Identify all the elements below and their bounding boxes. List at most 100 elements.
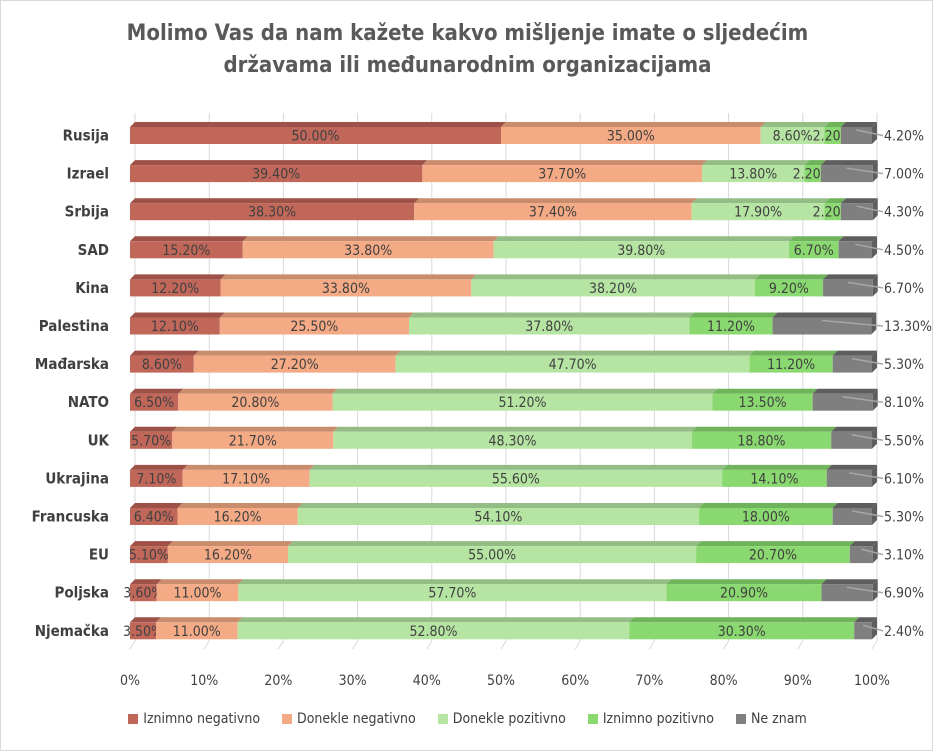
- bar-segment-top: [130, 426, 178, 432]
- data-label: 13.30%: [884, 319, 932, 335]
- data-label: 33.80%: [344, 243, 392, 259]
- bar-segment-side: [872, 198, 878, 221]
- data-label: 16.20%: [214, 510, 262, 526]
- bar-segment-top: [156, 579, 244, 585]
- bar-segment-top: [182, 464, 315, 470]
- bar-segment-side: [871, 312, 877, 335]
- bar-segment: [156, 584, 239, 602]
- category-label: NATO: [68, 393, 109, 411]
- leader-line: [861, 548, 884, 556]
- bar-segment: [691, 431, 832, 449]
- data-label: 51.20%: [499, 395, 547, 411]
- data-label: 8.10%: [884, 395, 924, 411]
- leader-line: [856, 129, 884, 137]
- leader-line: [856, 205, 884, 213]
- bar-segment-side: [872, 388, 878, 411]
- bar-segment-top: [130, 122, 506, 127]
- bar-segment: [333, 431, 692, 449]
- bar-segment: [493, 241, 789, 259]
- data-label: 11.20%: [707, 319, 755, 335]
- data-label: 20.80%: [231, 395, 279, 411]
- bar-segment: [824, 203, 841, 221]
- data-label: 13.50%: [739, 395, 787, 411]
- bar-segment-top: [840, 122, 877, 127]
- bar-segment-top: [130, 350, 199, 356]
- data-label: 5.70%: [131, 433, 171, 449]
- bar-segment: [155, 622, 238, 640]
- bar-segment-side: [872, 350, 877, 373]
- gridline-floor: [277, 640, 284, 650]
- category-label: Ukrajina: [45, 469, 109, 487]
- category-label: Kina: [75, 279, 109, 297]
- data-label: 27.20%: [271, 357, 319, 373]
- data-label: 6.70%: [794, 243, 834, 259]
- bar-segment: [854, 622, 872, 640]
- bar-segment: [130, 546, 168, 564]
- data-label: 54.10%: [474, 510, 522, 526]
- bar-segment: [178, 393, 333, 411]
- legend-item: Iznimno negativno: [128, 711, 260, 727]
- leader-line: [821, 319, 884, 327]
- legend-label: Ne znam: [750, 711, 807, 727]
- leader-line: [847, 586, 884, 594]
- gridline-floor: [574, 640, 581, 650]
- bar-segment: [242, 241, 494, 259]
- bar-segment-top: [178, 388, 338, 394]
- bar-segment-side: [872, 236, 877, 259]
- data-label: 6.40%: [134, 510, 174, 526]
- data-label: 35.00%: [607, 129, 655, 145]
- data-label: 17.90%: [734, 205, 782, 221]
- bar-segment: [130, 431, 173, 449]
- bar-segment-top: [831, 426, 877, 432]
- bar-segment-top: [471, 274, 760, 280]
- bar-segment: [130, 127, 501, 144]
- data-label: 6.50%: [134, 395, 174, 411]
- gridline-floor: [426, 640, 433, 650]
- bar-segment-top: [854, 617, 877, 623]
- bar-segment-top: [826, 464, 877, 470]
- bar-segment: [699, 508, 833, 525]
- bar-segment: [823, 279, 873, 297]
- bar-segment-top: [238, 579, 672, 585]
- data-label: 8.60%: [142, 357, 182, 373]
- bar-segment-top: [832, 503, 877, 508]
- data-label: 17.10%: [222, 471, 270, 487]
- bar-segment: [722, 469, 827, 487]
- bar-segment: [471, 279, 755, 297]
- leader-line: [855, 243, 884, 251]
- data-label: 57.70%: [428, 586, 476, 602]
- bar-segment: [501, 127, 761, 144]
- legend-item: Iznimno pozitivno: [587, 711, 714, 727]
- gridline-floor: [500, 640, 507, 650]
- bar-segment: [849, 546, 873, 564]
- bar-segment: [824, 127, 841, 144]
- data-label: 2.40%: [884, 624, 924, 640]
- bar-segment: [840, 127, 872, 144]
- bar-segment: [238, 584, 667, 602]
- bar-segment-top: [130, 160, 428, 166]
- bar-segment-top: [824, 198, 846, 204]
- category-label: Palestina: [39, 317, 109, 335]
- bar-segment-top: [414, 198, 697, 204]
- data-label: 13.80%: [729, 167, 777, 183]
- bar-segment-top: [689, 312, 778, 318]
- data-label: 25.50%: [290, 319, 338, 335]
- bar-segment: [130, 622, 156, 640]
- bar-segment: [167, 546, 289, 564]
- bar-segment-top: [772, 312, 877, 318]
- bar-segment-top: [333, 426, 697, 432]
- bar-segment: [130, 469, 183, 487]
- bar-segment: [712, 393, 813, 411]
- bar-segment: [182, 469, 310, 487]
- bar-segment: [309, 469, 723, 487]
- bar-segment: [332, 393, 713, 411]
- category-label: UK: [88, 431, 110, 449]
- data-label: 33.80%: [322, 281, 370, 297]
- data-label: 6.70%: [884, 281, 924, 297]
- data-label: 55.00%: [468, 548, 516, 564]
- data-label: 11.20%: [767, 357, 815, 373]
- bar-segment-side: [872, 503, 877, 525]
- bar-segment: [696, 546, 850, 564]
- x-tick-label: 80%: [710, 673, 738, 689]
